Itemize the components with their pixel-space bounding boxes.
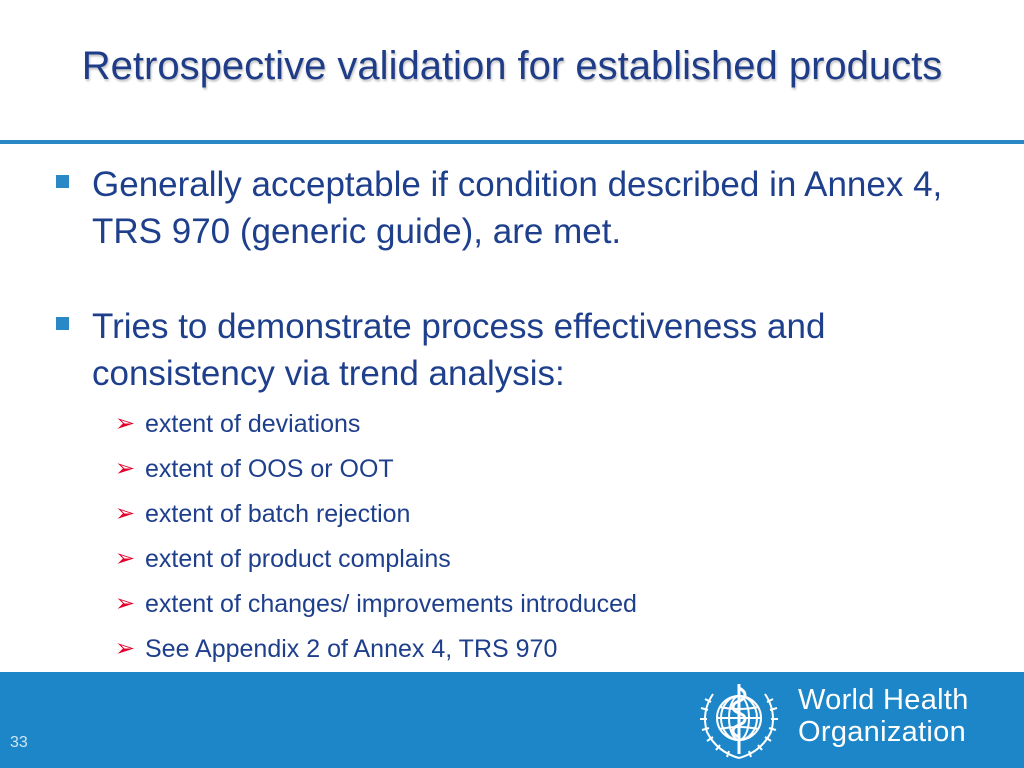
arrow-bullet-icon: ➢ [115,590,136,617]
arrow-bullet-icon: ➢ [115,410,136,437]
footer-bar: 33 World Health Organization [0,672,1024,768]
sub-bullet-item: ➢ See Appendix 2 of Annex 4, TRS 970 [115,632,558,666]
arrow-bullet-icon: ➢ [115,635,136,662]
arrow-bullet-icon: ➢ [115,500,136,527]
slide-title: Retrospective validation for established… [81,44,943,88]
arrow-bullet-icon: ➢ [115,455,136,482]
sub-bullet-text: extent of batch rejection [145,500,411,528]
sub-bullet-text: See Appendix 2 of Annex 4, TRS 970 [145,635,558,663]
org-name-line1: World Health [798,684,969,716]
square-bullet-icon [56,175,69,188]
sub-bullet-item: ➢ extent of batch rejection [115,497,411,531]
org-name-line2: Organization [798,716,967,748]
sub-bullet-item: ➢ extent of product complains [115,542,451,576]
bullet-item: Generally acceptable if condition descri… [56,161,992,255]
sub-bullet-text: extent of deviations [145,410,361,438]
who-emblem-icon [700,684,778,759]
bullet-text: Tries to demonstrate process effectivene… [92,307,826,393]
bullet-text: Generally acceptable if condition descri… [92,165,943,251]
square-bullet-icon [56,317,69,330]
bullet-item: Tries to demonstrate process effectivene… [56,303,992,397]
sub-bullet-item: ➢ extent of deviations [115,407,361,441]
sub-bullet-text: extent of changes/ improvements introduc… [145,590,637,618]
title-divider [0,140,1024,144]
organization-name: World Health Organization [798,684,969,748]
page-number: 33 [10,734,28,751]
sub-bullet-text: extent of OOS or OOT [145,455,394,483]
slide-content: Generally acceptable if condition descri… [56,161,992,666]
sub-bullet-item: ➢ extent of OOS or OOT [115,452,394,486]
arrow-bullet-icon: ➢ [115,545,136,572]
sub-bullet-item: ➢ extent of changes/ improvements introd… [115,587,637,621]
sub-bullet-text: extent of product complains [145,545,451,573]
